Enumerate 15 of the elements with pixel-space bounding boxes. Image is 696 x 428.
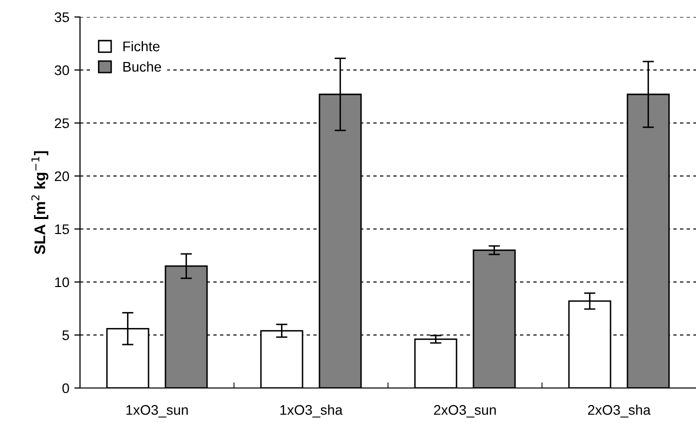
y-tick-label: 5 xyxy=(62,330,69,340)
y-tick-label: 35 xyxy=(54,12,70,22)
legend-label: Fichte xyxy=(123,41,160,52)
x-tick-label: 1xO3_sha xyxy=(280,404,343,418)
x-tick-label: 2xO3_sha xyxy=(588,404,651,418)
x-tick-label: 2xO3_sun xyxy=(434,405,496,418)
y-tick-label: 15 xyxy=(55,224,70,234)
y-tick-label: 25 xyxy=(54,118,70,128)
y-tick-label: 10 xyxy=(55,277,70,288)
legend-label: Buche xyxy=(123,62,162,72)
y-tick-label: 0 xyxy=(62,383,70,394)
y-axis-title: SLA [m$^{2}$ kg$^{−1}$] xyxy=(31,151,48,254)
y-tick-label: 20 xyxy=(54,171,70,182)
y-tick-label: 30 xyxy=(54,65,70,76)
x-tick-label: 1xO3_sun xyxy=(126,405,188,418)
